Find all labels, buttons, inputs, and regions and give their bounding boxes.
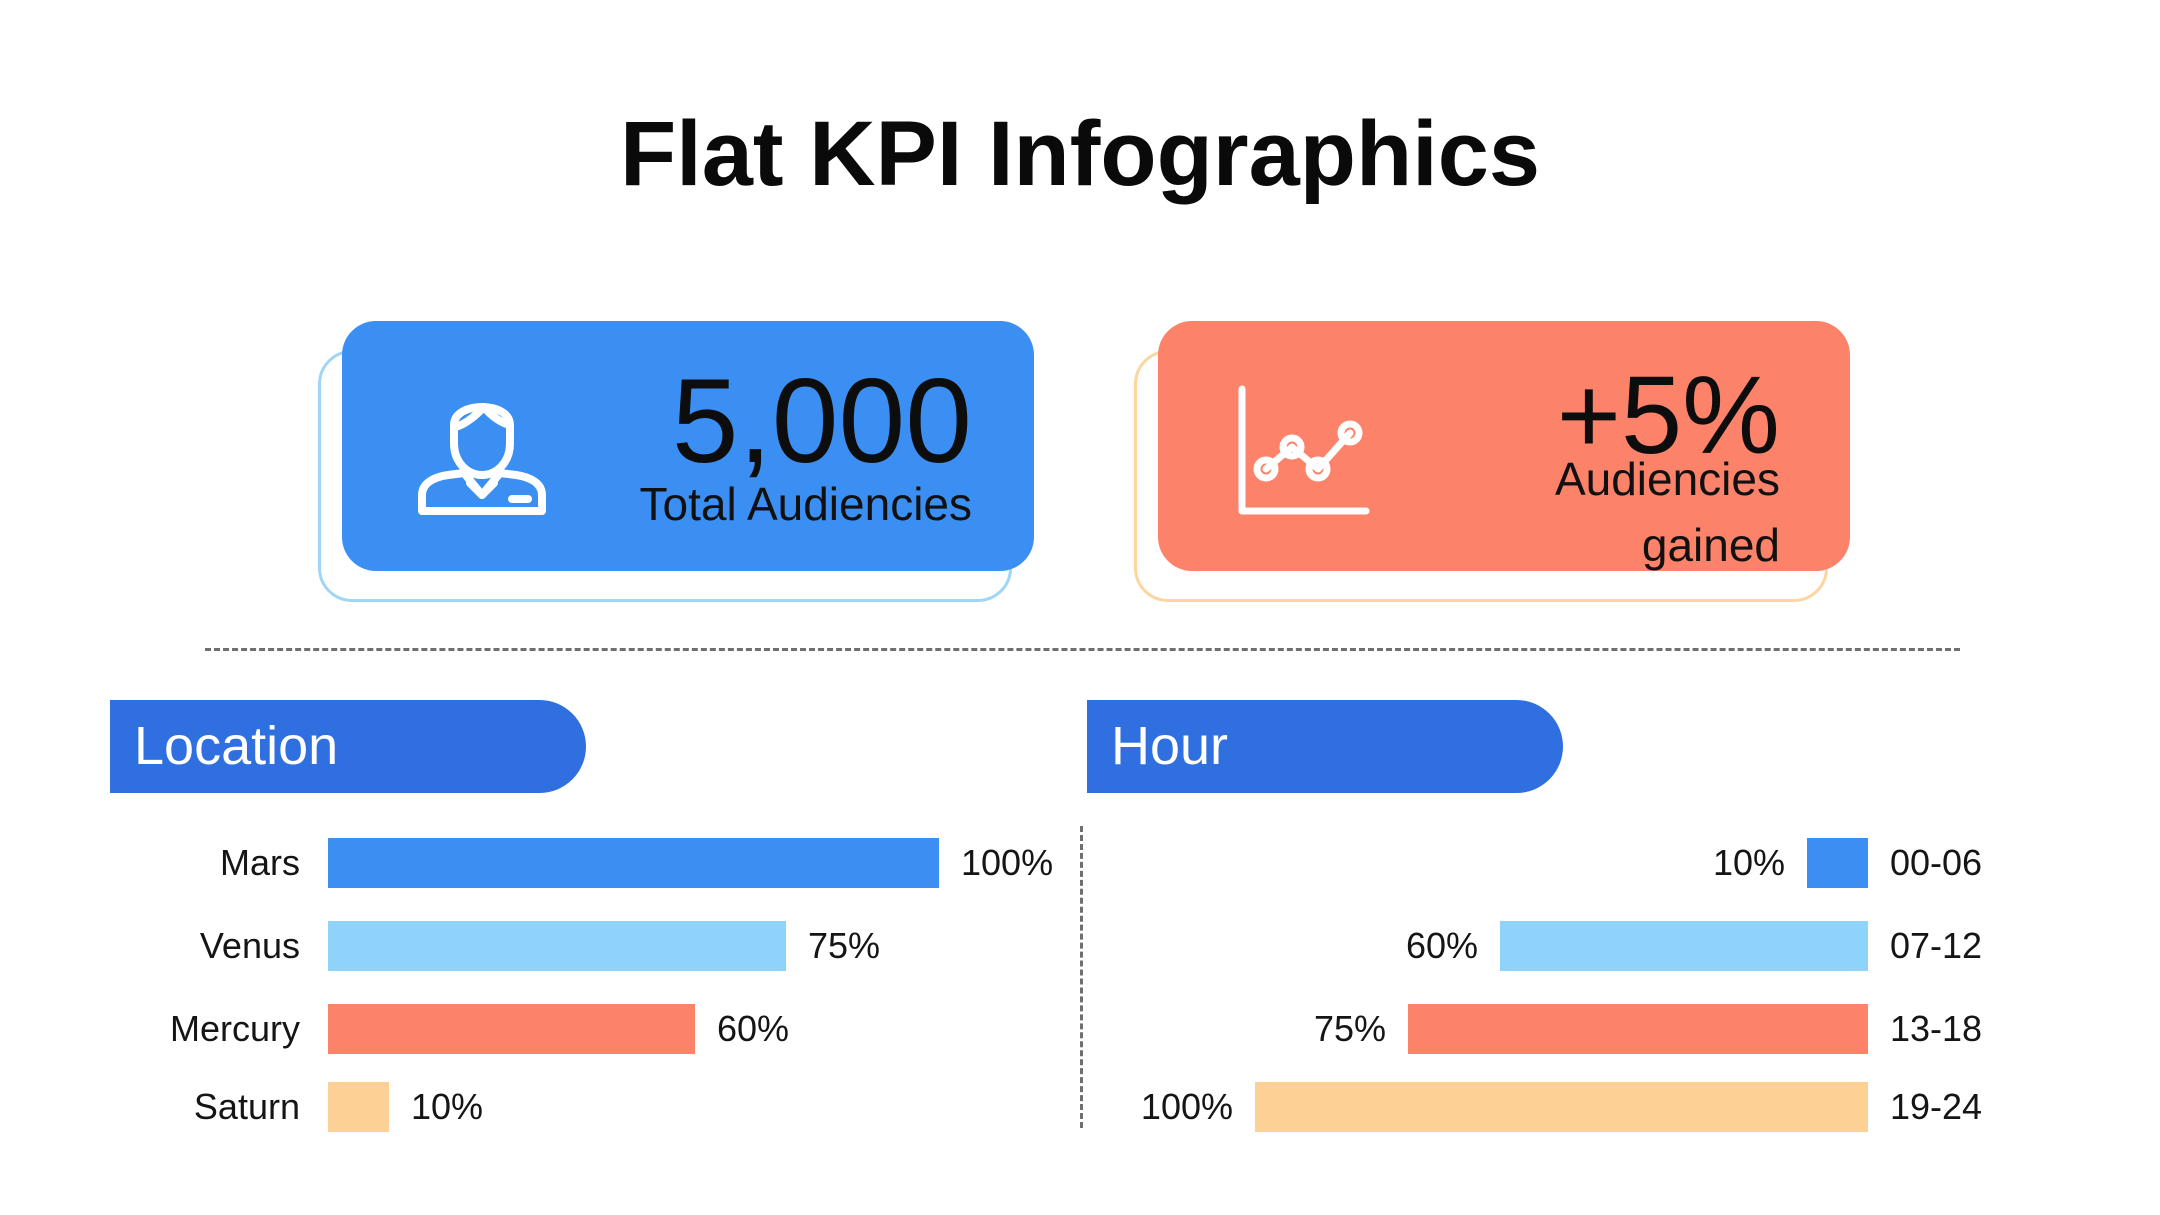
- value-label: 10%: [1712, 842, 1785, 883]
- category-label: Mercury: [169, 1008, 300, 1049]
- section-tab-location: Location: [110, 700, 586, 793]
- bar-venus: [328, 921, 786, 971]
- category-label: 00-06: [1890, 842, 1983, 883]
- kpi-label-line: Audiencies: [1554, 453, 1780, 505]
- category-label: 07-12: [1890, 925, 1983, 966]
- line-chart-icon: [1236, 383, 1376, 523]
- bar-mars: [328, 838, 939, 888]
- kpi-value: +5%: [1556, 354, 1780, 477]
- vertical-dashed-divider: [1080, 826, 1083, 1128]
- bar-07-12: [1500, 921, 1868, 971]
- kpi-value: 5,000: [671, 354, 972, 488]
- bar-00-06: [1807, 838, 1868, 888]
- value-label: 75%: [808, 925, 881, 966]
- value-label: 60%: [717, 1008, 790, 1049]
- category-label: Mars: [220, 842, 300, 883]
- value-label: 100%: [961, 842, 1054, 883]
- bar-saturn: [328, 1082, 389, 1132]
- category-label: Saturn: [193, 1086, 300, 1127]
- kpi-label-line: gained: [1641, 518, 1780, 571]
- value-label: 10%: [411, 1086, 484, 1127]
- category-label: 13-18: [1890, 1008, 1983, 1049]
- kpi-card-gained: +5% Audiencies gained: [1158, 321, 1850, 571]
- category-label: Venus: [199, 925, 300, 966]
- bar-mercury: [328, 1004, 695, 1054]
- bar-13-18: [1408, 1004, 1868, 1054]
- page-title: Flat KPI Infographics: [619, 103, 1541, 205]
- user-icon: [412, 383, 552, 523]
- value-label: 75%: [1313, 1008, 1386, 1049]
- value-label: 60%: [1405, 925, 1478, 966]
- section-tab-hour: Hour: [1087, 700, 1563, 793]
- bar-19-24: [1255, 1082, 1868, 1132]
- kpi-card-audiences: 5,000 Total Audiencies: [342, 321, 1034, 571]
- kpi-label: Audiencies gained: [1555, 451, 1780, 574]
- dashed-divider: [205, 648, 1960, 651]
- category-label: 19-24: [1890, 1086, 1983, 1127]
- kpi-label: Total Audiencies: [639, 478, 972, 530]
- value-label: 100%: [1140, 1086, 1233, 1127]
